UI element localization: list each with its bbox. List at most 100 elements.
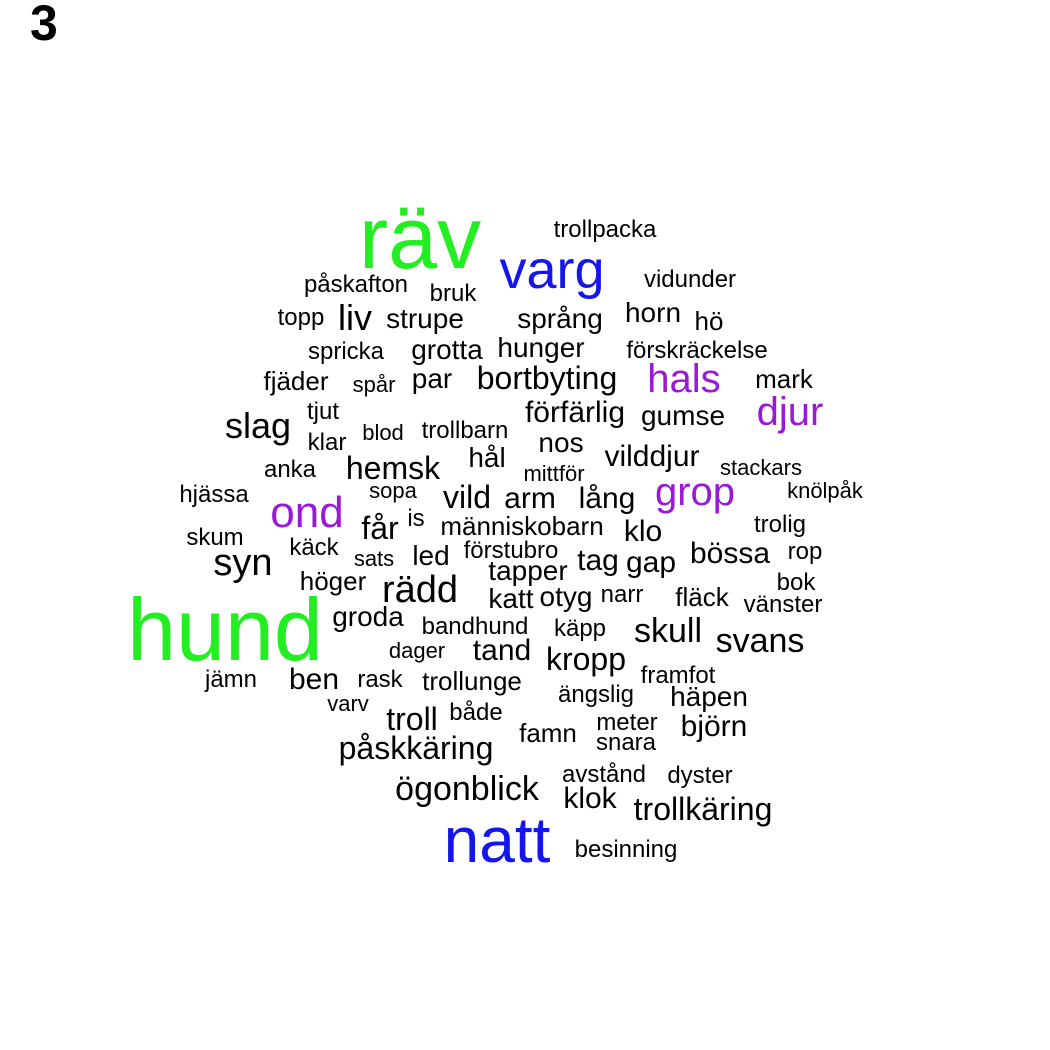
word-59: tag xyxy=(577,544,619,577)
word-96: dyster xyxy=(667,762,732,789)
word-30: gumse xyxy=(641,400,725,431)
word-88: troll xyxy=(386,701,438,737)
word-67: katt xyxy=(488,583,533,614)
word-94: påskkäring xyxy=(339,730,494,766)
word-91: björn xyxy=(681,710,748,743)
word-72: groda xyxy=(332,601,404,632)
word-36: anka xyxy=(264,456,317,483)
word-13: topp xyxy=(278,304,325,331)
word-73: bandhund xyxy=(422,613,529,640)
word-93: snara xyxy=(596,729,657,756)
word-43: sopa xyxy=(369,478,417,503)
word-71: vänster xyxy=(744,591,823,618)
word-74: käpp xyxy=(554,615,606,642)
word-85: varv xyxy=(327,691,369,716)
word-42: hjässa xyxy=(179,481,249,508)
word-50: människobarn xyxy=(440,511,603,541)
word-95: avstånd xyxy=(562,761,646,788)
panel-label: 3 xyxy=(30,0,58,51)
word-19: spricka xyxy=(308,338,385,365)
word-75: skull xyxy=(634,612,702,650)
word-22: förskräckelse xyxy=(626,337,767,364)
word-69: narr xyxy=(601,581,644,608)
word-63: tapper xyxy=(488,555,567,586)
word-56: sats xyxy=(354,546,394,571)
word-77: dager xyxy=(389,638,445,663)
word-37: hemsk xyxy=(346,450,441,486)
word-79: kropp xyxy=(546,641,626,677)
word-41: stackars xyxy=(720,455,802,480)
word-100: besinning xyxy=(575,836,678,863)
word-9: trollpacka xyxy=(554,216,657,243)
word-80: jämn xyxy=(204,666,257,693)
word-99: trollkäring xyxy=(634,791,773,827)
word-17: horn xyxy=(625,297,681,328)
word-27: mark xyxy=(755,364,814,394)
word-64: höger xyxy=(300,566,367,596)
word-38: hål xyxy=(468,442,505,473)
word-78: tand xyxy=(473,634,531,667)
word-31: slag xyxy=(225,405,291,446)
word-61: bössa xyxy=(690,537,770,570)
word-29: förfärlig xyxy=(525,396,625,429)
word-40: vilddjur xyxy=(604,440,699,473)
word-87: häpen xyxy=(670,681,748,712)
word-58: förstubro xyxy=(464,537,559,564)
word-60: gap xyxy=(626,546,676,579)
word-97: ögonblick xyxy=(395,770,540,808)
word-92: famn xyxy=(519,718,577,748)
word-44: vild xyxy=(443,479,491,515)
word-39: mittför xyxy=(523,461,584,486)
word-90: meter xyxy=(596,709,657,736)
word-45: arm xyxy=(504,482,556,515)
word-65: rädd xyxy=(382,569,458,611)
word-24: spår xyxy=(353,372,396,397)
word-26: bortbyting xyxy=(477,360,618,396)
word-54: käck xyxy=(289,534,339,561)
word-89: både xyxy=(449,699,502,726)
word-70: fläck xyxy=(675,582,729,612)
word-52: trolig xyxy=(754,511,806,538)
word-51: klo xyxy=(624,515,662,548)
word-21: hunger xyxy=(497,332,584,363)
word-6: hals xyxy=(647,357,720,401)
word-1: hund xyxy=(127,580,323,679)
word-34: trollbarn xyxy=(422,417,509,444)
word-76: svans xyxy=(716,622,805,660)
word-16: språng xyxy=(517,303,603,334)
word-8: grop xyxy=(655,470,735,514)
word-18: hö xyxy=(695,306,724,336)
word-25: par xyxy=(412,363,452,394)
word-46: lång xyxy=(579,482,636,515)
word-83: trollunge xyxy=(422,666,522,696)
word-49: is xyxy=(407,505,424,532)
word-82: rask xyxy=(357,666,403,693)
word-32: klar xyxy=(308,429,347,456)
word-12: bruk xyxy=(430,280,478,307)
word-23: fjäder xyxy=(263,366,328,396)
word-14: liv xyxy=(338,297,372,338)
word-20: grotta xyxy=(411,334,483,365)
word-53: skum xyxy=(186,524,243,551)
word-81: ben xyxy=(289,663,339,696)
word-2: räv xyxy=(359,188,481,287)
word-84: framfot xyxy=(641,662,716,689)
word-33: blod xyxy=(362,420,404,445)
word-5: ond xyxy=(270,488,343,537)
word-15: strupe xyxy=(386,303,464,334)
word-28: tjut xyxy=(307,398,339,425)
word-66: bok xyxy=(777,569,817,596)
word-86: ängslig xyxy=(558,681,634,708)
word-10: vidunder xyxy=(644,266,736,293)
word-3: natt xyxy=(444,804,551,876)
word-62: rop xyxy=(788,538,823,565)
word-47: knölpåk xyxy=(787,478,864,503)
word-57: led xyxy=(412,540,449,571)
word-11: påskafton xyxy=(304,271,408,298)
word-55: syn xyxy=(213,542,272,584)
word-4: varg xyxy=(499,240,604,300)
word-35: nos xyxy=(538,427,583,458)
word-98: klok xyxy=(563,782,617,815)
word-7: djur xyxy=(757,390,824,434)
word-68: otyg xyxy=(540,581,593,612)
